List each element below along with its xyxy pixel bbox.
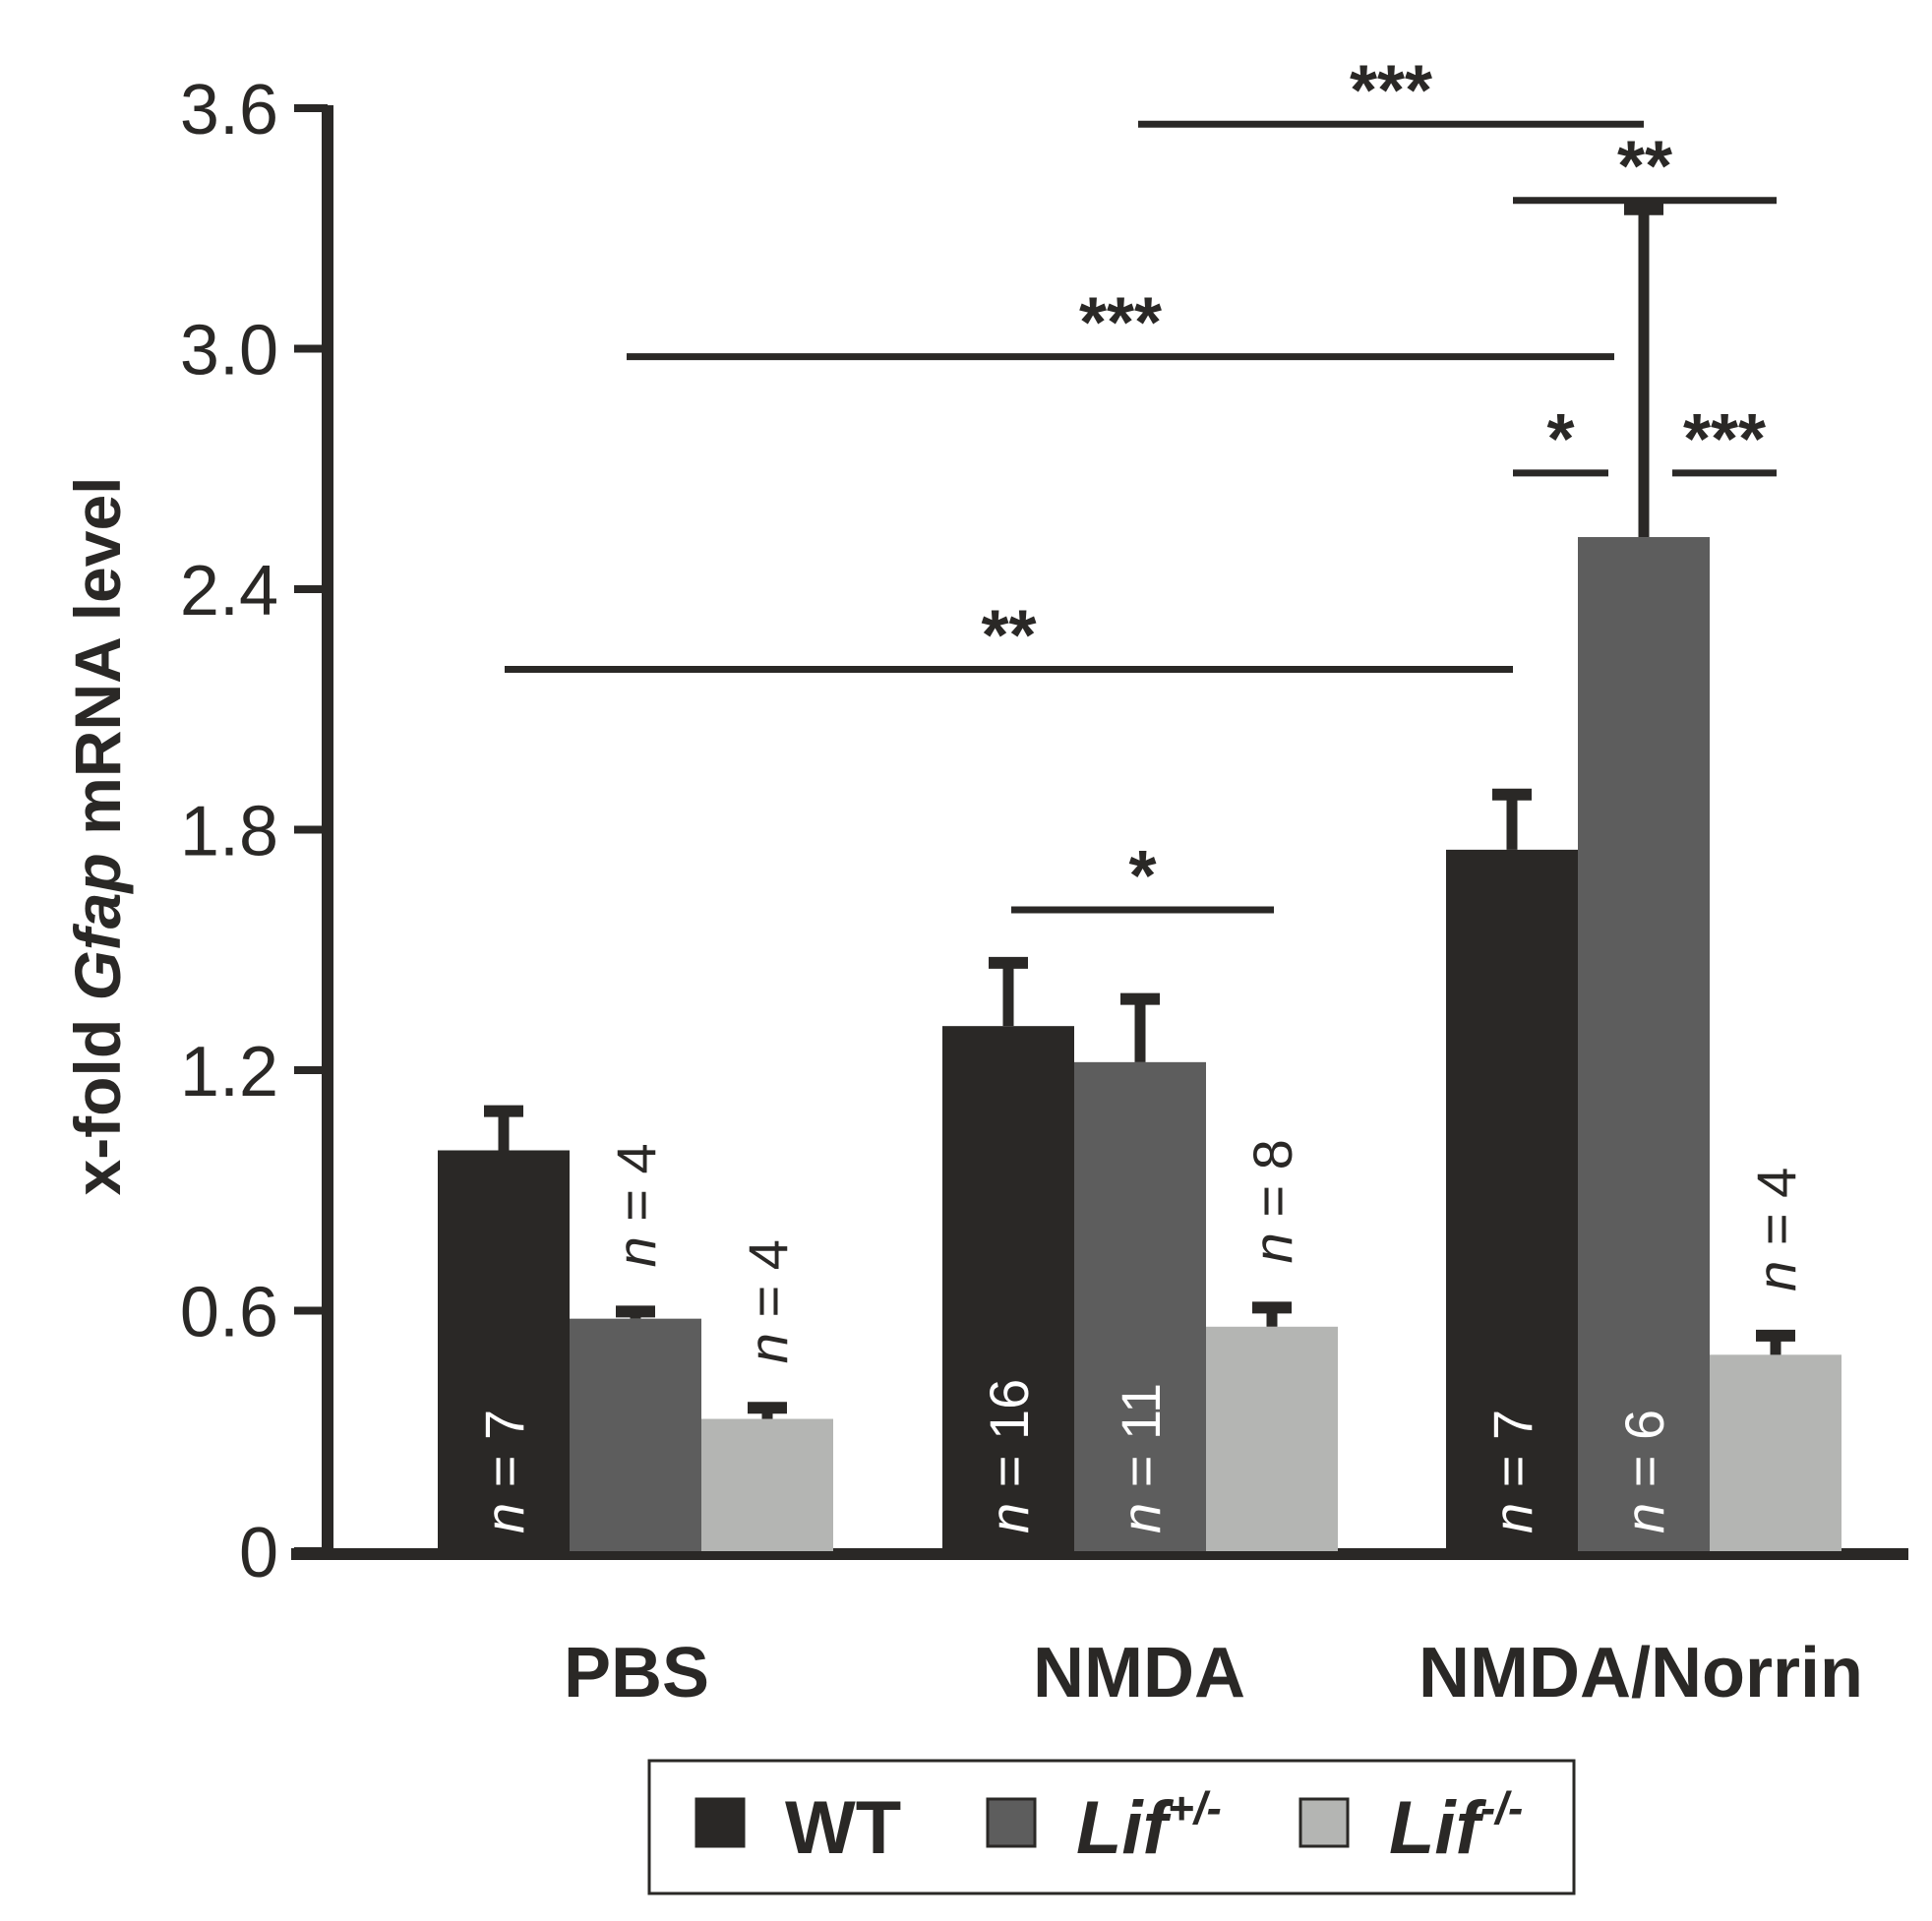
legend-label-base: WT [785,1786,901,1870]
significance-label: * [1128,837,1156,916]
legend-label-base: Lif [1389,1786,1487,1870]
legend-swatch [1298,1797,1350,1848]
significance-label: *** [1683,400,1766,479]
y-tick-label: 1.2 [180,1033,278,1111]
n-label: n = 8 [1241,1139,1303,1263]
n-label: n = 7 [1481,1410,1543,1533]
bar [1710,1354,1841,1551]
n-label: n = 11 [1110,1383,1172,1533]
bar [1578,537,1710,1551]
category-labels: PBS NMDA NMDA/Norrin [564,1634,1863,1712]
legend-label: WT [785,1786,901,1870]
y-tick-label: 0 [239,1514,278,1592]
bar [1446,849,1578,1551]
n-label: n = 7 [473,1410,535,1533]
y-axis-label: x-fold Gfap mRNA level [61,476,134,1195]
n-label-n: n [1745,1261,1807,1291]
category-label: NMDA [1033,1634,1245,1712]
bar [438,1150,570,1551]
n-label-value: = 7 [1481,1410,1543,1503]
significance-label: *** [1350,51,1432,130]
n-label-n: n [978,1503,1040,1533]
significance-label: ** [1617,128,1672,207]
n-label-n: n [473,1503,535,1533]
n-label-value: = 8 [1241,1139,1303,1232]
n-label-value: = 7 [473,1410,535,1503]
category-label: NMDA/Norrin [1419,1634,1863,1712]
legend-label-base: Lif [1076,1786,1175,1870]
y-tick-label: 3.6 [180,71,278,150]
n-label-value: = 4 [737,1239,799,1333]
significance-label: ** [981,597,1036,676]
category-label: PBS [564,1634,709,1712]
n-label-n: n [737,1333,799,1363]
n-label-n: n [1110,1503,1172,1533]
bar [1206,1326,1338,1551]
significance-annotations: ********* ****** [505,51,1777,916]
y-ticks: 0 0.6 1.2 1.8 2.4 3.0 3.6 [180,71,328,1592]
significance-label: * [1546,400,1574,479]
n-label-value: = 6 [1613,1410,1675,1503]
n-label-value: = 11 [1110,1383,1172,1503]
bar [942,1026,1074,1551]
n-label-n: n [1241,1232,1303,1263]
bar [570,1318,701,1551]
y-tick-label: 3.0 [180,312,278,390]
legend-swatch [694,1797,746,1848]
n-label: n = 4 [605,1143,667,1267]
y-tick-label: 0.6 [180,1274,278,1352]
n-label-value: = 4 [605,1143,667,1236]
y-tick-label: 1.8 [180,793,278,871]
y-axis-title-part: mRNA level [61,476,134,853]
n-label: n = 4 [1745,1168,1807,1291]
bar [1074,1061,1206,1551]
legend-box [647,1759,1576,1895]
n-label-n: n [605,1236,667,1267]
n-label-n: n [1613,1503,1675,1533]
y-axis-title-part: Gfap [61,853,134,1000]
n-label-value: = 4 [1745,1168,1807,1261]
n-label: n = 16 [978,1379,1040,1533]
y-tick-label: 2.4 [180,552,278,630]
bar [701,1418,833,1551]
n-label: n = 4 [737,1239,799,1363]
significance-label: *** [1079,284,1162,363]
n-label: n = 6 [1613,1410,1675,1533]
legend-swatch [986,1797,1037,1848]
y-axis-title-part: x-fold [61,1001,134,1196]
legend-label: Lif-/- [1389,1782,1523,1870]
legend-label-sup: -/- [1480,1782,1523,1833]
n-label-n: n [1481,1503,1543,1533]
legend-label-sup: +/- [1168,1782,1222,1833]
legend-label: Lif+/- [1076,1782,1222,1870]
y-axis-title: x-fold Gfap mRNA level [61,476,134,1195]
legend: WT Lif+/- Lif-/- [647,1759,1576,1895]
n-label-value: = 16 [978,1379,1040,1503]
